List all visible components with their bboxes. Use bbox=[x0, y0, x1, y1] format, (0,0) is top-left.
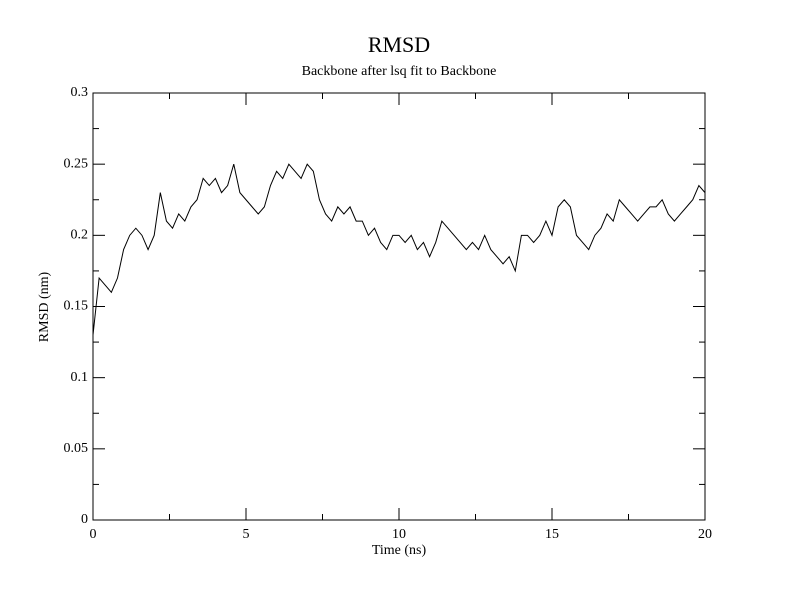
chart-subtitle: Backbone after lsq fit to Backbone bbox=[302, 64, 497, 79]
y-tick-label: 0.1 bbox=[71, 370, 89, 385]
chart-title: RMSD bbox=[368, 32, 430, 57]
y-tick-label: 0.2 bbox=[71, 228, 89, 243]
y-tick-label: 0.25 bbox=[64, 156, 89, 171]
data-line bbox=[92, 163, 706, 336]
x-axis-label: Time (ns) bbox=[372, 543, 427, 558]
y-tick-label: 0.3 bbox=[71, 85, 89, 100]
y-tick-label: 0 bbox=[81, 512, 88, 527]
x-tick-label: 5 bbox=[243, 527, 250, 542]
y-axis-label: RMSD (nm) bbox=[37, 271, 52, 342]
x-tick-label: 10 bbox=[392, 527, 406, 542]
y-tick-label: 0.15 bbox=[64, 299, 89, 314]
x-tick-label: 15 bbox=[545, 527, 559, 542]
x-tick-label: 20 bbox=[698, 527, 712, 542]
y-tick-label: 0.05 bbox=[64, 441, 89, 456]
x-tick-label: 0 bbox=[90, 527, 97, 542]
